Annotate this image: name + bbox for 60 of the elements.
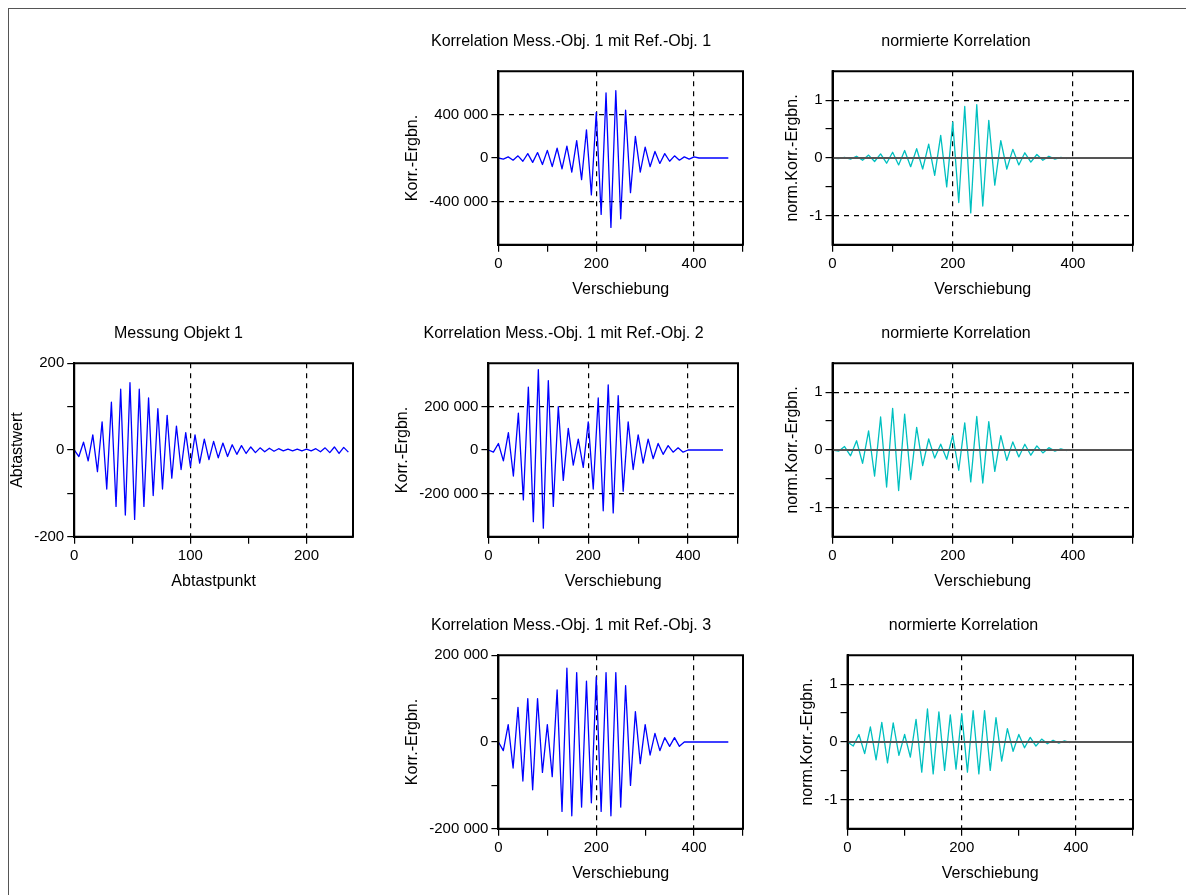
x-axis-title: Verschiebung	[934, 571, 1032, 589]
y-axis-title: norm.Korr.-Ergbn.	[798, 678, 816, 806]
y-tick-label: 200 000	[424, 396, 479, 414]
x-tick-label: 0	[843, 837, 852, 855]
chart-title: Korrelation Mess.-Obj. 1 mit Ref.-Obj. 3	[430, 616, 712, 634]
x-tick-label: 400	[1060, 545, 1086, 563]
y-tick-label: 200	[39, 353, 65, 371]
chart-title: Korrelation Mess.-Obj. 1 mit Ref.-Obj. 2	[423, 324, 704, 342]
x-tick-label: 400	[681, 837, 707, 855]
x-axis-title: Verschiebung	[572, 279, 670, 297]
x-axis-title: Verschiebung	[941, 863, 1039, 881]
y-tick-label: -200 000	[419, 483, 479, 501]
x-tick-label: 400	[675, 545, 701, 563]
y-axis-title: norm.Korr.-Ergbn.	[783, 94, 801, 222]
chart-title: normierte Korrelation	[881, 32, 1031, 50]
y-tick-label: 0	[829, 732, 838, 750]
y-tick-label: 0	[480, 732, 489, 750]
x-tick-label: 0	[494, 837, 503, 855]
y-tick-label: 200 000	[434, 645, 489, 663]
y-tick-label: 0	[814, 440, 823, 458]
y-tick-label: 0	[55, 440, 65, 458]
x-axis-title: Verschiebung	[572, 863, 670, 881]
y-tick-label: 1	[829, 674, 838, 692]
chart-title: Messung Objekt 1	[114, 324, 244, 342]
y-axis-title: norm.Korr.-Ergbn.	[783, 386, 801, 514]
y-tick-label: -400 000	[429, 191, 489, 209]
chart-title: normierte Korrelation	[888, 616, 1039, 634]
y-tick-label: 1	[814, 382, 823, 400]
y-tick-label: -1	[809, 206, 823, 224]
x-axis-title: Abtastpunkt	[171, 571, 257, 589]
x-tick-label: 200	[940, 545, 966, 563]
x-tick-label: 0	[70, 545, 79, 563]
y-axis-title: Korr.-Ergbn.	[393, 406, 411, 494]
x-tick-label: 200	[575, 545, 601, 563]
x-tick-label: 100	[177, 545, 203, 563]
x-tick-label: 200	[583, 253, 609, 271]
y-tick-label: 0	[470, 440, 479, 458]
y-tick-label: -1	[824, 790, 838, 808]
x-tick-label: 200	[294, 545, 320, 563]
chart-title: Korrelation Mess.-Obj. 1 mit Ref.-Obj. 1	[430, 32, 712, 50]
y-tick-label: 0	[814, 148, 823, 166]
x-tick-label: 200	[949, 837, 975, 855]
y-axis-title: Korr.-Ergbn.	[403, 698, 421, 786]
x-tick-label: 400	[1060, 253, 1086, 271]
y-tick-label: -200 000	[429, 818, 489, 836]
y-tick-label: 1	[814, 90, 823, 108]
x-tick-label: 400	[1063, 837, 1089, 855]
y-axis-title: Korr.-Ergbn.	[403, 114, 421, 202]
x-tick-label: 200	[940, 253, 966, 271]
chart-title: normierte Korrelation	[881, 324, 1031, 342]
y-axis-title: Abtastwert	[8, 411, 26, 488]
x-tick-label: 0	[494, 253, 503, 271]
y-tick-label: -200	[34, 526, 65, 544]
x-axis-title: Verschiebung	[564, 571, 662, 589]
x-tick-label: 200	[583, 837, 609, 855]
x-axis-title: Verschiebung	[934, 279, 1032, 297]
y-tick-label: 400 000	[434, 104, 489, 122]
x-tick-label: 400	[681, 253, 707, 271]
y-tick-label: 0	[480, 148, 489, 166]
y-tick-label: -1	[809, 498, 823, 516]
